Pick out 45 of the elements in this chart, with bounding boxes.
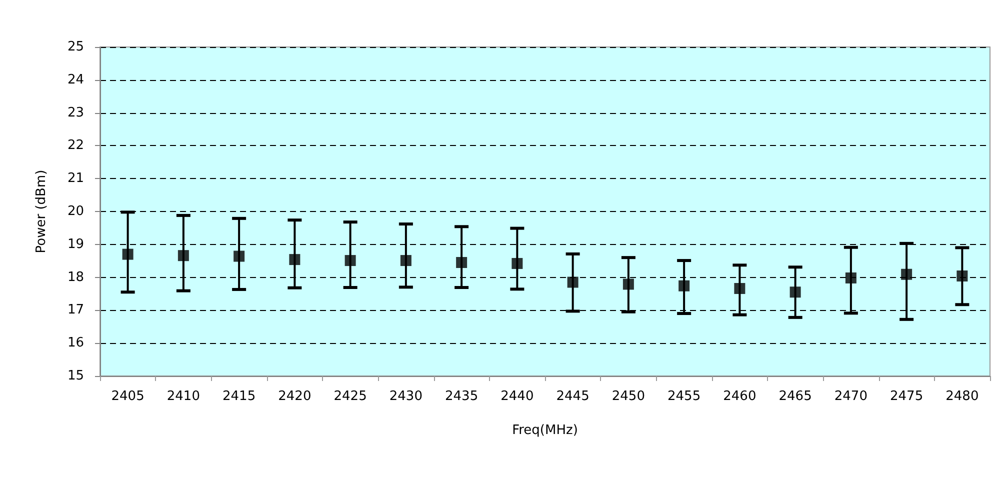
x-tick-label: 2450	[612, 389, 645, 404]
x-tick-label: 2420	[278, 389, 312, 404]
point	[678, 280, 690, 292]
x-tick-label: 2465	[778, 389, 812, 404]
y-tick-label: 21	[67, 171, 84, 186]
y-tick-label: 23	[67, 105, 84, 120]
x-tick-label: 2435	[445, 389, 478, 404]
point	[178, 250, 189, 262]
x-tick-label: 2445	[556, 389, 590, 404]
x-tick-label: 2475	[890, 389, 924, 404]
y-tick-label: 24	[67, 72, 84, 88]
x-tick-label: 2410	[166, 389, 200, 404]
y-tick-label: 17	[67, 302, 84, 318]
point	[234, 250, 245, 262]
x-axis-title: Freq(MHz)	[512, 423, 578, 438]
x-tick-label: 2425	[334, 389, 367, 404]
x-tick-label: 2455	[668, 389, 701, 404]
point	[456, 256, 468, 268]
x-tick-label: 2440	[500, 389, 534, 404]
point	[734, 282, 746, 294]
point	[122, 248, 134, 260]
point	[344, 255, 356, 266]
x-tick-label: 2430	[389, 389, 422, 404]
point	[845, 272, 856, 284]
y-tick-label: 15	[67, 368, 84, 384]
y-tick-label: 19	[67, 236, 84, 252]
y-tick-label: 22	[67, 138, 84, 154]
x-tick-label: 2470	[834, 389, 868, 404]
point	[622, 278, 634, 290]
x-tick-label: 2480	[946, 389, 979, 404]
y-tick-label: 25	[67, 40, 84, 54]
point	[901, 268, 912, 280]
point	[400, 255, 412, 266]
y-tick-label: 16	[67, 336, 84, 351]
y-axis-title: Power (dBm)	[34, 170, 49, 254]
x-tick-label: 2460	[723, 389, 756, 404]
point	[956, 270, 968, 282]
x-tick-label: 2415	[222, 389, 256, 404]
y-tick-label: 20	[67, 204, 84, 219]
point	[289, 254, 300, 266]
point	[567, 276, 578, 288]
point	[512, 258, 523, 269]
point	[790, 286, 801, 298]
y-tick-label: 18	[67, 270, 84, 285]
x-tick-label: 2405	[111, 389, 144, 404]
